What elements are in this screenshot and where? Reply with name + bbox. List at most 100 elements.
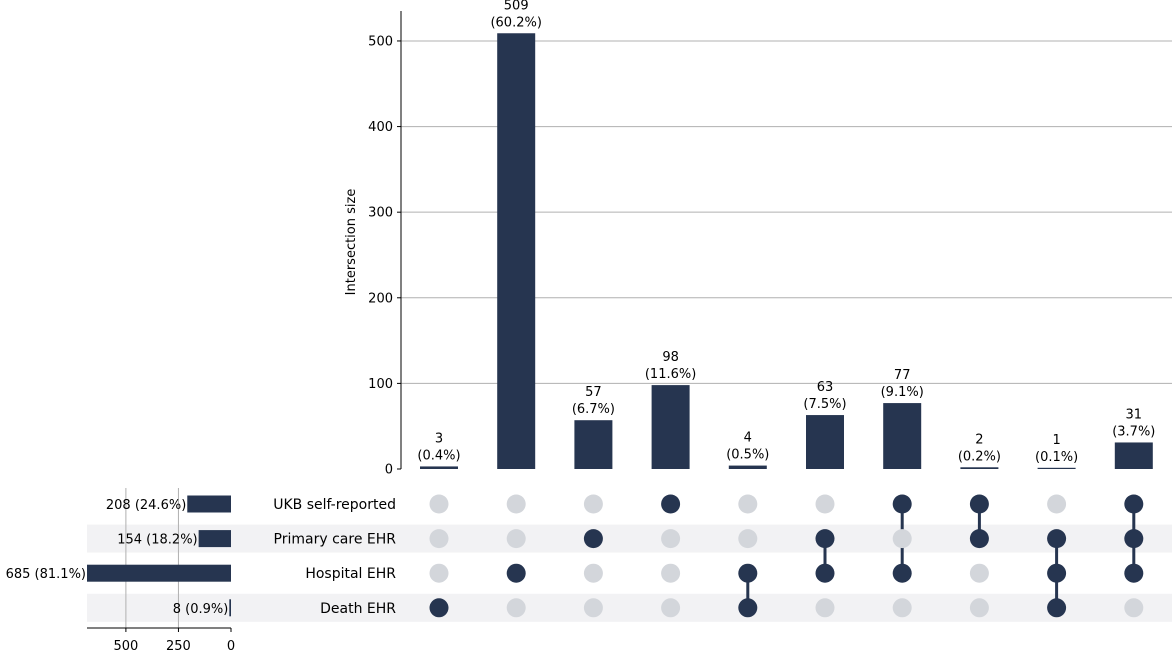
set-name-label: Hospital EHR (305, 566, 396, 582)
intersection-bar (1114, 442, 1153, 469)
bar-percent-label: (0.2%) (958, 449, 1001, 464)
set-size-tick-label: 500 (113, 639, 138, 652)
set-name-labels: UKB self-reported Primary care EHR Hospita… (273, 497, 396, 617)
set-size-label: 8 (0.9%) (173, 602, 229, 617)
y-axis: 0 100 200 300 400 500 (368, 11, 402, 478)
membership-dot-active (429, 598, 449, 618)
bar-value-label: 57 (585, 385, 602, 400)
membership-dot-active (892, 563, 912, 583)
y-tick-label: 500 (368, 34, 393, 49)
intersection-bar (574, 420, 613, 469)
membership-dot-inactive (661, 563, 681, 583)
membership-matrix (429, 494, 1144, 618)
membership-dot-inactive (583, 563, 603, 583)
bar-value-label: 1 (1052, 433, 1060, 448)
intersection-bar (420, 466, 458, 469)
membership-dot-inactive (969, 563, 989, 583)
bar-percent-label: (0.4%) (417, 448, 460, 463)
membership-dot-inactive (1047, 494, 1067, 514)
bar-value-label: 509 (504, 0, 529, 13)
membership-dot-active (583, 529, 603, 549)
membership-dot-inactive (429, 529, 449, 549)
bar-percent-label: (9.1%) (881, 385, 924, 400)
set-name-label: UKB self-reported (273, 497, 396, 513)
set-size-bar (87, 564, 231, 582)
y-tick-label: 0 (385, 463, 393, 478)
membership-dot-active (1047, 529, 1067, 549)
bar-value-label: 98 (662, 350, 679, 365)
bar-value-label: 31 (1126, 407, 1143, 422)
intersection-bar (497, 33, 536, 470)
membership-dot-inactive (583, 598, 603, 618)
membership-dot-active (1047, 598, 1067, 618)
set-size-bar (198, 530, 231, 548)
membership-dot-active (892, 494, 912, 514)
membership-dot-active (815, 529, 835, 549)
set-name-label: Death EHR (320, 601, 396, 617)
membership-dot-active (738, 563, 758, 583)
bar-percent-label: (0.1%) (1035, 450, 1078, 465)
y-tick-label: 100 (368, 377, 393, 392)
membership-dot-inactive (969, 598, 989, 618)
intersection-bar (883, 403, 922, 469)
set-size-bar (229, 599, 231, 617)
membership-dot-inactive (429, 494, 449, 514)
set-size-label: 208 (24.6%) (106, 498, 186, 513)
row-stripe (87, 593, 1172, 622)
bar-percent-label: (7.5%) (803, 397, 846, 412)
membership-dot-active (969, 529, 989, 549)
bar-percent-label: (11.6%) (645, 367, 696, 382)
bar-percent-label: (6.7%) (572, 402, 615, 417)
membership-dot-inactive (429, 563, 449, 583)
membership-dot-inactive (506, 529, 526, 549)
bar-value-label: 3 (435, 431, 443, 446)
membership-dot-active (1047, 563, 1067, 583)
membership-dot-inactive (815, 598, 835, 618)
y-tick-label: 200 (368, 291, 393, 306)
bar-value-label: 4 (744, 431, 752, 446)
bar-value-label: 2 (975, 432, 983, 447)
membership-dot-inactive (506, 494, 526, 514)
set-size-tick-label: 0 (227, 639, 235, 652)
membership-dot-active (738, 598, 758, 618)
set-size-label: 685 (81.1%) (6, 567, 86, 582)
set-name-label: Primary care EHR (274, 532, 397, 548)
membership-dot-inactive (583, 494, 603, 514)
membership-dot-active (815, 563, 835, 583)
membership-dot-inactive (815, 494, 835, 514)
bar-percent-label: (60.2%) (490, 15, 541, 30)
set-size-label: 154 (18.2%) (117, 533, 197, 548)
intersection-bars: 3 (0.4%) 509 (60.2%) 57 (6.7%) 98 (11.6%) 4 (0.5%… (417, 0, 1155, 470)
bar-value-label: 77 (894, 368, 911, 383)
membership-dot-active (1124, 563, 1144, 583)
bar-percent-label: (3.7%) (1112, 424, 1155, 439)
membership-dot-inactive (661, 598, 681, 618)
membership-dot-active (1124, 529, 1144, 549)
intersection-bar (651, 385, 690, 469)
set-size-bar (187, 495, 231, 513)
matrix-row-stripes (87, 524, 1172, 622)
membership-dot-active (661, 494, 681, 514)
membership-dot-inactive (738, 529, 758, 549)
intersection-bar (728, 465, 767, 469)
set-size-tick-label: 250 (166, 639, 191, 652)
y-tick-label: 300 (368, 206, 393, 221)
intersection-bar (1037, 467, 1076, 469)
intersection-bar (806, 415, 844, 469)
set-size-bars: 500 250 0 208 (24.6%) 154 (18.2%) 685 (81.1%)… (6, 488, 235, 652)
bar-value-label: 63 (817, 380, 834, 395)
membership-dot-active (1124, 494, 1144, 514)
membership-dot-inactive (892, 598, 912, 618)
y-tick-label: 400 (368, 120, 393, 135)
membership-dot-active (969, 494, 989, 514)
membership-dot-active (506, 563, 526, 583)
membership-dot-inactive (661, 529, 681, 549)
membership-dot-inactive (892, 529, 912, 549)
row-stripe (87, 524, 1172, 553)
intersection-bar (960, 467, 999, 469)
y-axis-label: Intersection size (344, 189, 359, 296)
membership-dot-inactive (1124, 598, 1144, 618)
bar-percent-label: (0.5%) (726, 448, 769, 463)
membership-dot-inactive (738, 494, 758, 514)
